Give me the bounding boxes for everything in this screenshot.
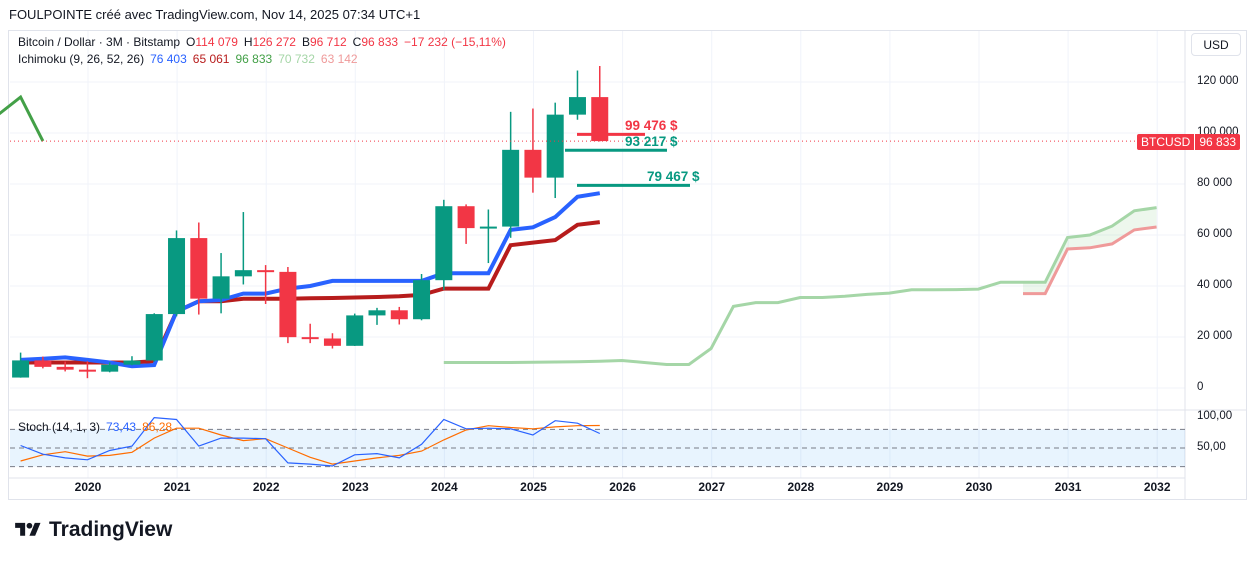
price-tick: 60 000: [1197, 228, 1233, 240]
senkou-span-a-line: [443, 206, 1157, 366]
stoch-k-line: [20, 416, 601, 467]
price-tick: 40 000: [1197, 279, 1233, 291]
ichimoku-name[interactable]: Ichimoku (9, 26, 52, 26): [18, 52, 145, 66]
low-label: B: [301, 35, 310, 49]
span-b-value: 63 142: [320, 52, 358, 66]
year-tick: 2022: [252, 480, 280, 494]
stoch-tick: 50,00: [1197, 441, 1226, 453]
price-tick: 80 000: [1197, 177, 1233, 189]
candle-body: [56, 366, 74, 370]
candle-body: [34, 360, 52, 367]
candle-body: [257, 270, 275, 273]
senkou-span-b-line: [1023, 225, 1157, 296]
open-value: 114 079: [195, 35, 238, 49]
year-tick: 2023: [341, 480, 369, 494]
high-label: H: [243, 35, 253, 49]
year-tick: 2025: [520, 480, 547, 494]
high-value: 126 272: [252, 35, 296, 49]
tradingview-logo-icon: [15, 522, 41, 536]
candle-body: [190, 238, 208, 299]
candle-body: [546, 114, 564, 178]
stoch-k-value: 73,43: [106, 420, 137, 434]
candle-body: [591, 97, 609, 142]
candle-body: [234, 270, 252, 277]
year-tick: 2032: [1143, 480, 1171, 494]
year-tick: 2028: [787, 480, 815, 494]
candle-body: [368, 310, 386, 316]
price-tag-value: 96 833: [1199, 135, 1237, 149]
logo-text: TradingView: [49, 518, 173, 541]
candle-body: [346, 315, 364, 346]
chikou-value: 96 833: [235, 52, 273, 66]
price-tag-symbol: BTCUSD: [1137, 134, 1196, 150]
stoch-d-value: 86,28: [142, 420, 173, 434]
price-level-label: 93 217 $: [625, 134, 678, 150]
price-tick: 20 000: [1197, 330, 1233, 342]
stoch-name[interactable]: Stoch (14, 1, 3): [18, 420, 101, 434]
year-tick: 2021: [163, 480, 191, 494]
candle-body: [78, 369, 96, 372]
candle-body: [145, 314, 163, 361]
candle-body: [301, 337, 319, 340]
currency-button[interactable]: USD: [1191, 33, 1241, 56]
stoch-tick: 100,00: [1197, 410, 1233, 422]
stoch-d-line: [20, 424, 600, 465]
candle-body: [568, 97, 586, 115]
candle-body: [413, 280, 431, 320]
candle-body: [435, 206, 453, 281]
tenkan-value: 76 403: [150, 52, 187, 66]
kijun-value: 65 061: [192, 52, 230, 66]
open-label: O: [186, 35, 196, 49]
close-value: 96 833: [361, 35, 399, 49]
tradingview-logo[interactable]: TradingView: [11, 518, 172, 542]
candle-body: [390, 310, 408, 320]
year-tick: 2026: [609, 480, 636, 494]
candle-body: [323, 338, 341, 346]
candle-body: [479, 226, 497, 229]
candle-body: [101, 364, 119, 372]
price-level-label: 79 467 $: [647, 169, 700, 185]
year-tick: 2030: [965, 480, 993, 494]
ichimoku-legend: Ichimoku (9, 26, 52, 26) 76 403 65 061 96 8…: [18, 52, 364, 66]
stoch-legend: Stoch (14, 1, 3) 73,43 86,28: [18, 420, 178, 434]
candle-body: [212, 276, 230, 299]
candle-body: [279, 271, 297, 338]
span-a-value: 70 732: [278, 52, 315, 66]
candle-body: [168, 238, 186, 315]
close-label: C: [352, 35, 362, 49]
chikou-span-line: [0, 94, 45, 142]
symbol-legend: Bitcoin / Dollar · 3M · Bitstamp O114 079…: [18, 35, 512, 49]
year-tick: 2029: [876, 480, 904, 494]
year-tick: 2031: [1054, 480, 1082, 494]
low-value: 96 712: [309, 35, 347, 49]
tenkan-line: [20, 191, 601, 369]
chart-frame: [8, 30, 1247, 500]
symbol-name[interactable]: Bitcoin / Dollar · 3M · Bitstamp: [18, 35, 181, 49]
change-value: −17 232 (−15,11%): [404, 35, 506, 49]
candle-body: [524, 149, 542, 178]
candle-body: [123, 360, 141, 365]
year-tick: 2024: [431, 480, 458, 494]
price-level-label: 99 476 $: [625, 118, 678, 134]
candle-body: [502, 149, 520, 227]
last-price-tag: BTCUSD 96 833: [1137, 134, 1241, 150]
chart-header: FOULPOINTE créé avec TradingView.com, No…: [9, 7, 421, 22]
year-tick: 2020: [74, 480, 102, 494]
candle-body: [457, 206, 475, 229]
candle-body: [12, 360, 30, 378]
year-tick: 2027: [698, 480, 726, 494]
kumo-cloud: [1023, 207, 1157, 294]
price-tick: 0: [1197, 381, 1204, 393]
price-tick: 120 000: [1197, 75, 1239, 87]
